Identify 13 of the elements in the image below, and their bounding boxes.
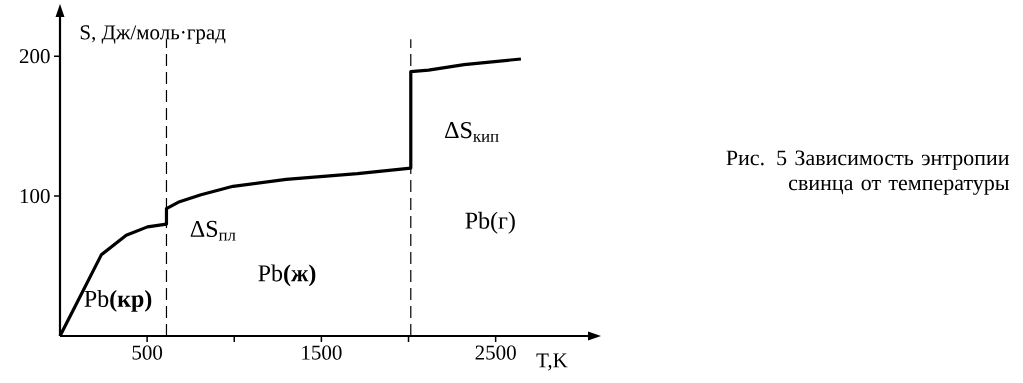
x-tick-label: 1500 bbox=[302, 345, 342, 360]
x-axis-title: T,K bbox=[536, 353, 568, 371]
y-axis-title: S, Дж/моль·град bbox=[80, 25, 226, 44]
annotation: ΔS$_{кип}$ bbox=[445, 122, 499, 142]
annotation: Pb(г) bbox=[465, 211, 515, 234]
annotation: ΔS$_{пл}$ bbox=[190, 220, 236, 241]
y-tick-label: 200 bbox=[19, 49, 50, 64]
x-tick-label: 500 bbox=[132, 345, 163, 360]
annotation: Pb(кр) bbox=[84, 290, 152, 312]
x-tick-label: 2500 bbox=[475, 345, 516, 360]
text: Рис. 5 Зависимость энтропии свинца от температуры bbox=[726, 150, 1010, 195]
annotation: Pb(ж) bbox=[258, 264, 316, 287]
y-tick-label: 100 bbox=[20, 189, 50, 204]
